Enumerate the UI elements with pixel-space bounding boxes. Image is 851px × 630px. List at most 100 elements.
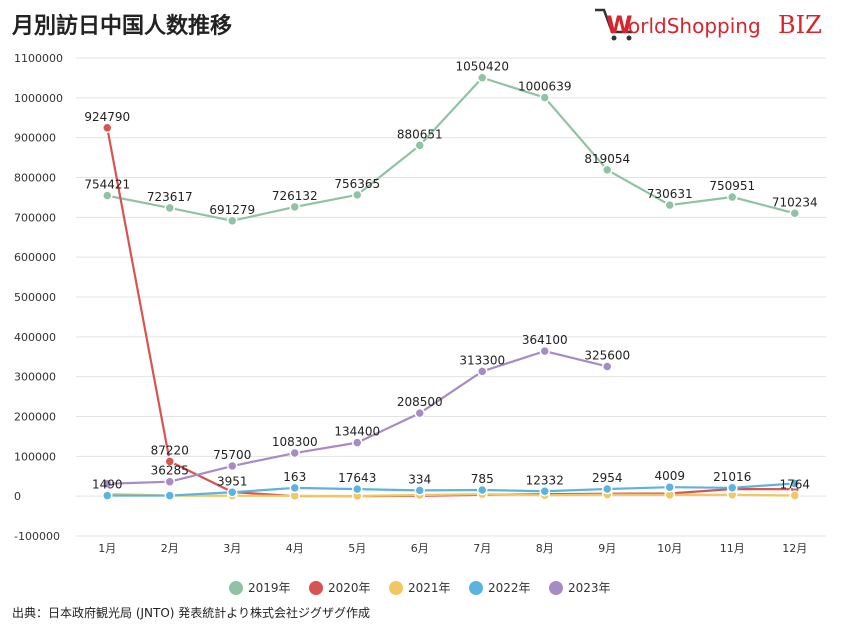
data-label: 3951 [217, 474, 248, 488]
line-chart: -100000 0 100000 200000 300000 400000 500000 60… [14, 52, 826, 595]
legend-label: 2019年 [248, 581, 291, 595]
data-label: 710234 [772, 195, 818, 209]
data-label: 208500 [397, 395, 443, 409]
data-label: 726132 [272, 189, 318, 203]
data-label: 325600 [584, 348, 630, 362]
y-tick-label: 600000 [14, 251, 56, 264]
y-tick-label: 400000 [14, 331, 56, 344]
data-point [414, 407, 425, 419]
y-axis-ticks: -100000 0 100000 200000 300000 400000 500000 60… [14, 52, 63, 543]
data-point [789, 490, 800, 501]
legend-label: 2021年 [408, 581, 451, 595]
data-point [727, 191, 738, 203]
data-point [164, 490, 175, 501]
legend-marker [469, 581, 483, 595]
data-label: 108300 [272, 435, 318, 449]
cart-icon [595, 8, 632, 41]
data-label: 1764 [779, 477, 810, 491]
legend: 2019年 2020年 2021年 2022年 2023年 [229, 581, 611, 595]
data-point [352, 483, 363, 495]
data-label: 750951 [709, 179, 755, 193]
data-label: 163 [283, 470, 306, 484]
data-point [414, 485, 425, 496]
logo-w: W [606, 11, 632, 39]
y-tick-label: 1100000 [14, 52, 63, 65]
x-tick-label: 4月 [286, 542, 304, 555]
legend-marker [389, 581, 403, 595]
data-point [477, 366, 488, 377]
data-point [477, 72, 488, 83]
y-tick-label: 300000 [14, 371, 56, 384]
y-tick-label: 100000 [14, 450, 56, 463]
y-tick-label: 700000 [14, 211, 56, 224]
legend-label: 2023年 [568, 581, 611, 595]
legend-label: 2020年 [328, 581, 371, 595]
data-point [227, 487, 238, 498]
y-tick-label: -100000 [14, 530, 60, 543]
legend-marker [229, 581, 243, 595]
data-label: 1050420 [456, 60, 509, 74]
logo-main: orldShopping [628, 14, 761, 38]
data-point [539, 486, 550, 497]
data-point [102, 490, 113, 501]
data-point [602, 483, 613, 495]
data-label: 87220 [151, 443, 189, 457]
series-group [102, 72, 800, 502]
x-tick-label: 5月 [348, 542, 366, 555]
data-point [789, 208, 800, 219]
data-label: 75700 [213, 448, 251, 462]
data-point [727, 482, 738, 494]
x-tick-label: 10月 [657, 542, 682, 555]
data-label: 880651 [397, 127, 443, 141]
data-label: 12332 [526, 473, 564, 487]
x-tick-label: 2月 [161, 542, 179, 555]
data-label: 785 [471, 472, 494, 486]
data-label: 924790 [84, 110, 130, 124]
source-note: 出典：日本政府観光局 (JNTO) 発表統計より株式会社ジグザグ作成 [12, 606, 371, 620]
data-point [664, 199, 675, 211]
legend-label: 2022年 [488, 581, 531, 595]
data-point [289, 201, 300, 213]
data-label: 313300 [459, 353, 505, 367]
data-point [477, 484, 488, 496]
x-tick-label: 6月 [411, 542, 429, 555]
x-tick-label: 7月 [473, 542, 491, 555]
data-label: 819054 [584, 152, 630, 166]
data-label: 4009 [654, 469, 685, 483]
x-tick-label: 12月 [782, 542, 807, 555]
x-tick-label: 3月 [223, 542, 241, 555]
data-label: 723617 [147, 190, 193, 204]
data-point [352, 189, 363, 201]
data-label: 2954 [592, 471, 623, 485]
data-label: 36285 [151, 464, 189, 478]
data-point [102, 190, 113, 201]
data-label: 1490 [92, 478, 123, 492]
data-label: 754421 [84, 178, 130, 192]
legend-marker [549, 581, 563, 595]
data-label: 17643 [338, 471, 376, 485]
series-line-1 [106, 127, 795, 498]
data-label: 21016 [713, 470, 751, 484]
brand-logo: W orldShopping BIZ [595, 8, 822, 41]
data-label: 1000639 [518, 80, 571, 94]
x-tick-label: 1月 [98, 542, 116, 555]
data-label: 730631 [647, 187, 693, 201]
data-point [414, 140, 425, 151]
legend-marker [309, 581, 323, 595]
data-point [227, 215, 238, 227]
data-point [102, 478, 113, 489]
data-point [289, 447, 300, 459]
x-tick-label: 8月 [536, 542, 554, 555]
y-tick-label: 1000000 [14, 92, 63, 105]
data-label: 334 [408, 472, 431, 486]
data-point [164, 476, 175, 487]
data-point [664, 481, 675, 493]
data-point [539, 92, 550, 103]
logo-biz: BIZ [778, 11, 822, 39]
x-tick-label: 9月 [598, 542, 616, 555]
page-title: 月別訪日中国人数推移 [12, 14, 233, 39]
data-point [602, 361, 613, 372]
x-tick-label: 11月 [720, 542, 745, 555]
data-label: 691279 [209, 203, 255, 217]
data-point [352, 437, 363, 448]
